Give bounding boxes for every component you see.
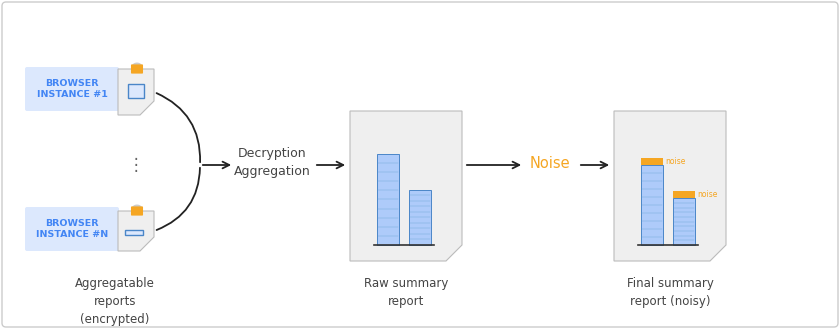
Bar bbox=[641, 158, 663, 165]
Text: Noise: Noise bbox=[530, 156, 570, 170]
Polygon shape bbox=[350, 111, 462, 261]
Bar bbox=[409, 190, 432, 245]
Polygon shape bbox=[118, 69, 154, 115]
Bar bbox=[673, 198, 696, 245]
Polygon shape bbox=[118, 211, 154, 251]
FancyBboxPatch shape bbox=[25, 67, 119, 111]
Text: noise: noise bbox=[665, 157, 685, 166]
Text: noise: noise bbox=[697, 190, 718, 199]
Text: Decryption
Aggregation: Decryption Aggregation bbox=[234, 146, 310, 178]
Polygon shape bbox=[614, 111, 726, 261]
Text: BROWSER
INSTANCE #N: BROWSER INSTANCE #N bbox=[36, 218, 108, 240]
Text: ⋮: ⋮ bbox=[128, 156, 144, 174]
FancyBboxPatch shape bbox=[25, 207, 119, 251]
Bar bbox=[125, 230, 143, 235]
Text: Raw summary
report: Raw summary report bbox=[364, 277, 449, 308]
Bar bbox=[641, 165, 663, 245]
Bar bbox=[673, 191, 696, 198]
FancyBboxPatch shape bbox=[131, 206, 143, 215]
Text: Aggregatable
reports
(encrypted): Aggregatable reports (encrypted) bbox=[75, 277, 155, 326]
Bar bbox=[128, 84, 144, 98]
Bar bbox=[376, 154, 399, 245]
Text: Final summary
report (noisy): Final summary report (noisy) bbox=[627, 277, 713, 308]
FancyBboxPatch shape bbox=[131, 64, 143, 74]
Text: BROWSER
INSTANCE #1: BROWSER INSTANCE #1 bbox=[37, 79, 108, 99]
